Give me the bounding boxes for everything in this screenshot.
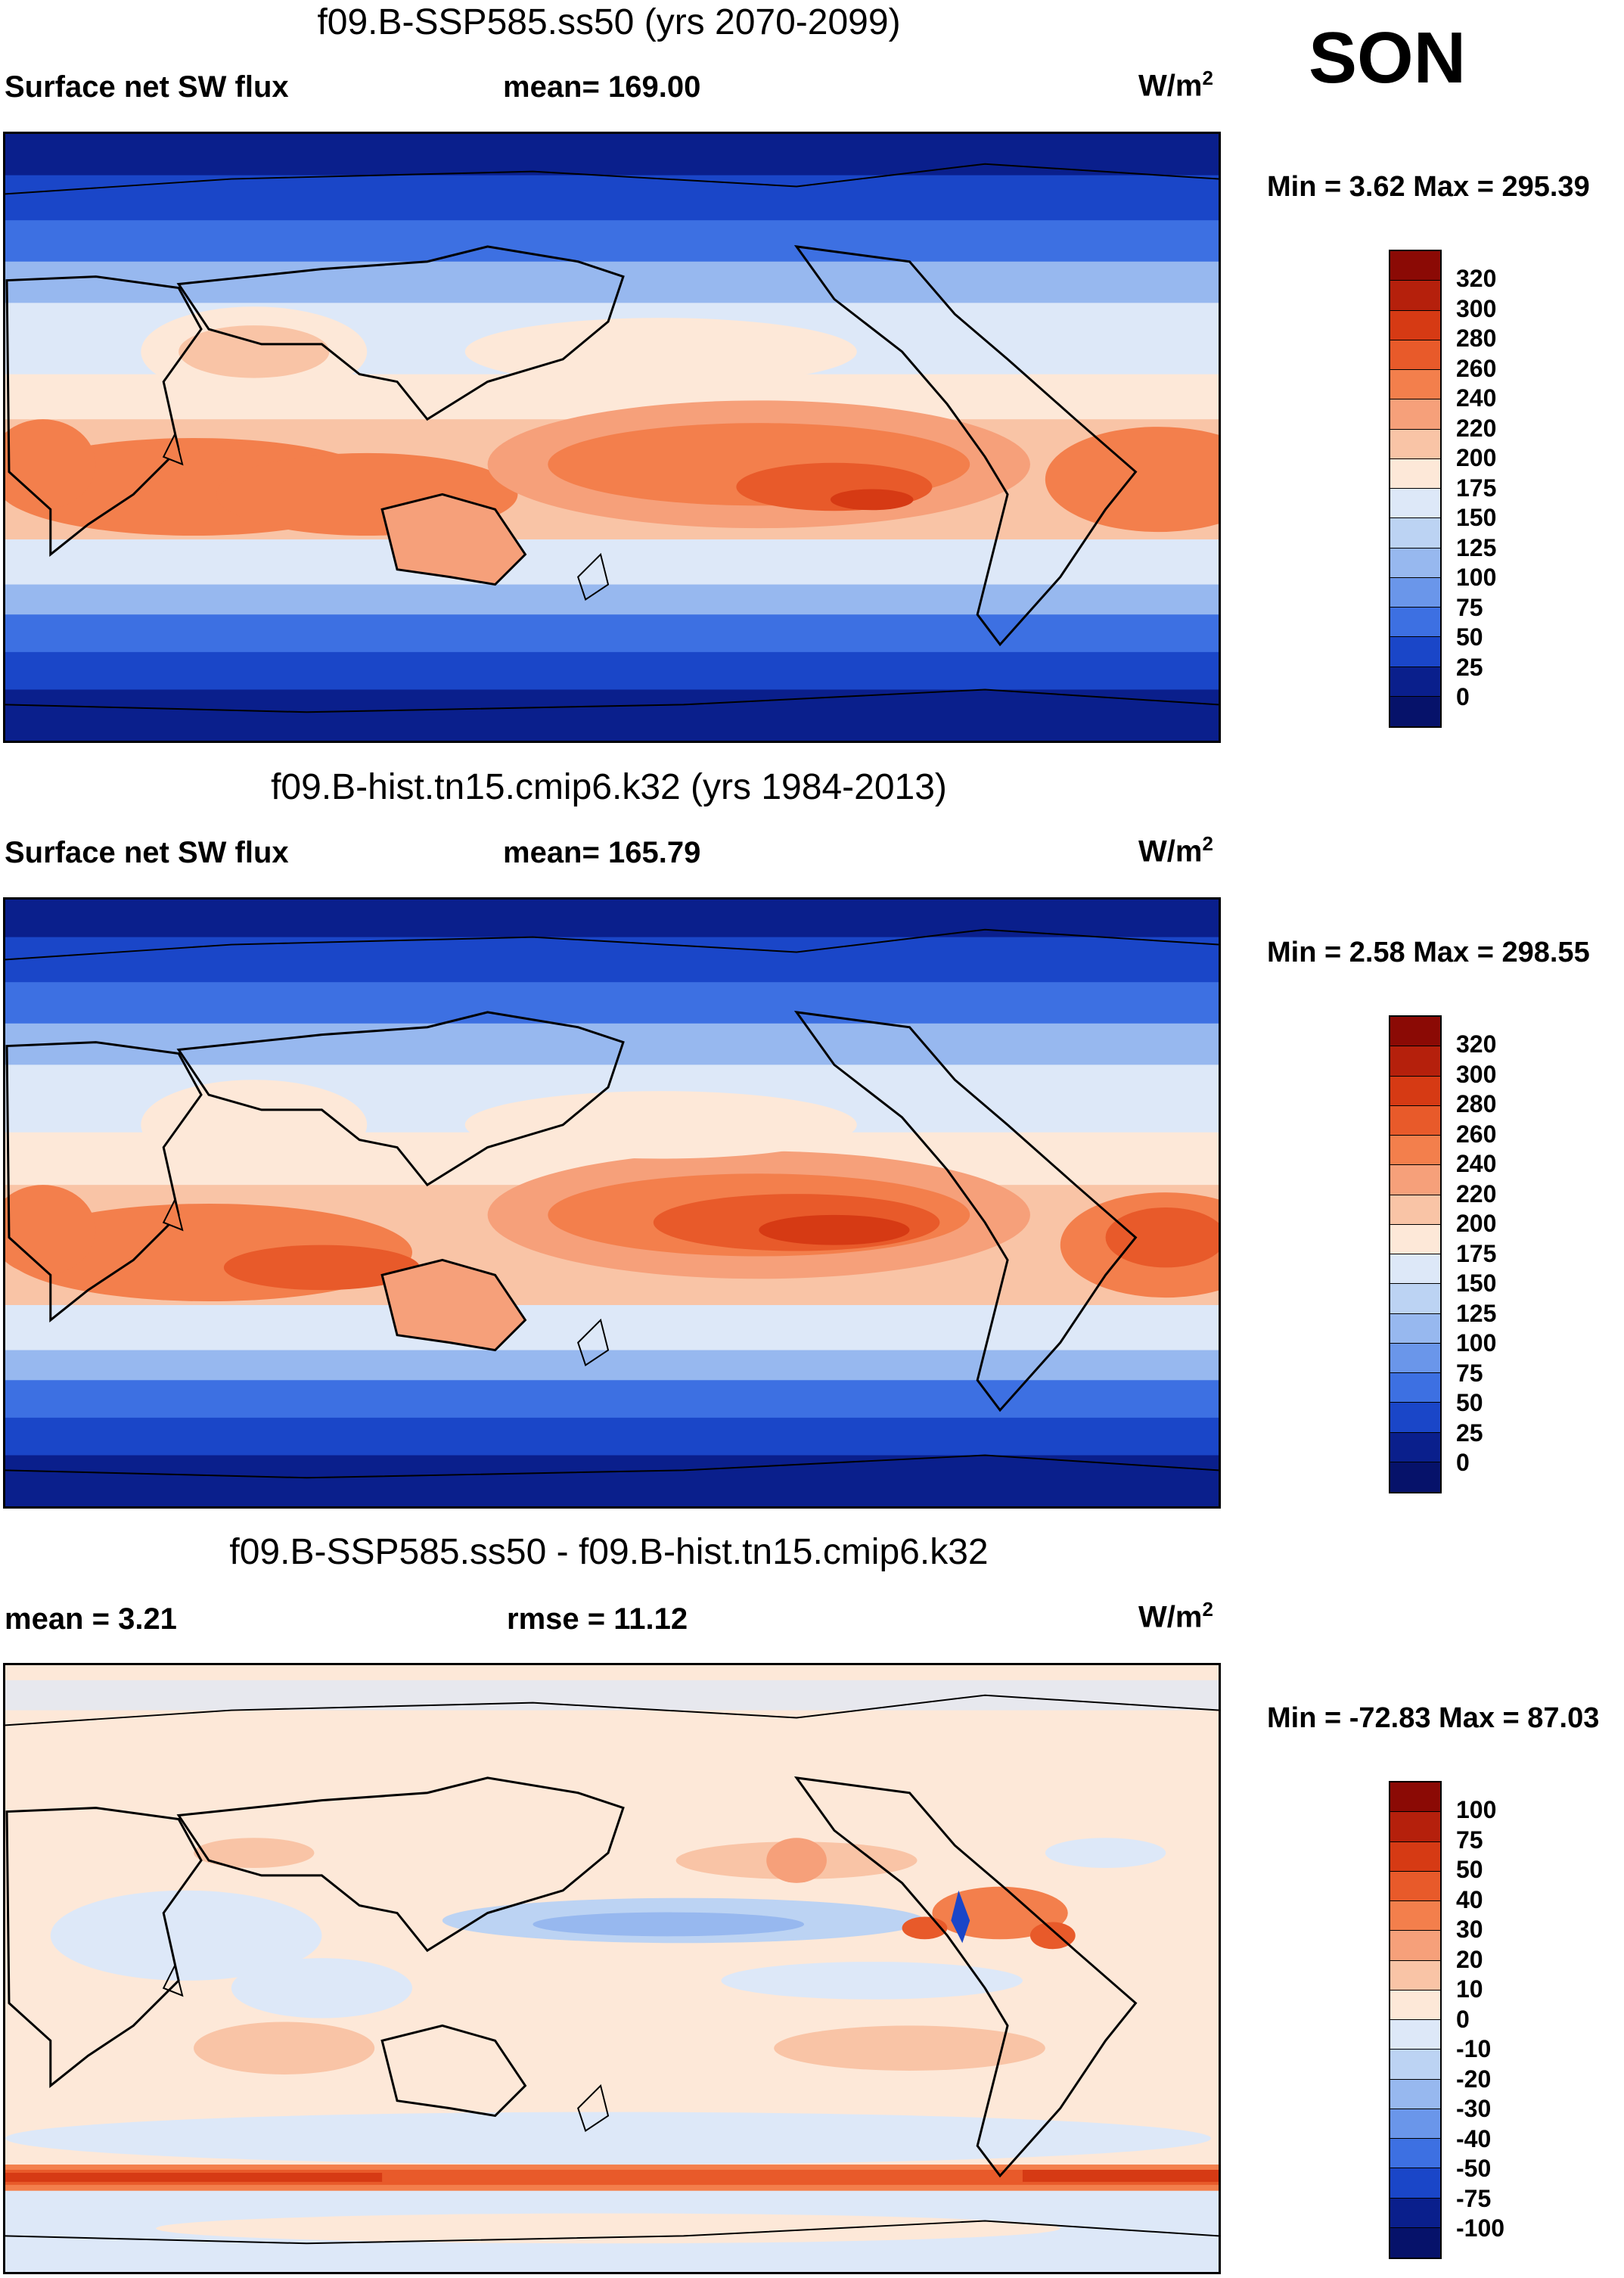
colorbar-tick: 75 — [1456, 1359, 1483, 1387]
panel1-title: f09.B-SSP585.ss50 (yrs 2070-2099) — [317, 2, 901, 42]
colorbar-tick: 150 — [1456, 1270, 1497, 1297]
colorbar-tick: 320 — [1456, 1030, 1497, 1058]
colorbar-tick: -40 — [1456, 2124, 1492, 2152]
colorbar-tick: 240 — [1456, 384, 1497, 412]
colorbar-tick: 175 — [1456, 474, 1497, 502]
panel2-variable-label: Surface net SW flux — [5, 836, 289, 869]
colorbar-tick: 300 — [1456, 1060, 1497, 1088]
colorbar-tick: 0 — [1456, 1449, 1470, 1476]
colorbar-tick: 75 — [1456, 593, 1483, 621]
panel2-units: W/m2 — [1138, 832, 1213, 869]
colorbar-tick: 200 — [1456, 1210, 1497, 1237]
colorbar-tick: 320 — [1456, 265, 1497, 292]
panel3-rmse-label: rmse = 11.12 — [507, 1602, 688, 1636]
colorbar-tick: 30 — [1456, 1916, 1483, 1943]
panel3-mean-label: mean = 3.21 — [5, 1602, 177, 1636]
colorbar-tick: 50 — [1456, 1389, 1483, 1416]
colorbar-tick: 260 — [1456, 1120, 1497, 1148]
colorbar-tick: 0 — [1456, 2005, 1470, 2033]
colorbar-tick: 100 — [1456, 1796, 1497, 1823]
panel2-minmax: Min = 2.58 Max = 298.55 — [1267, 937, 1590, 968]
panel1-units: W/m2 — [1138, 67, 1213, 103]
colorbar-tick: 220 — [1456, 1179, 1497, 1207]
colorbar-tick: 100 — [1456, 1329, 1497, 1357]
panel2-mean-label: mean= 165.79 — [503, 836, 701, 869]
colorbar-tick: 300 — [1456, 294, 1497, 322]
colorbar-tick: 125 — [1456, 1299, 1497, 1327]
colorbar-tick: 40 — [1456, 1885, 1483, 1913]
colorbar-tick: 150 — [1456, 504, 1497, 531]
panel1-map[interactable] — [3, 132, 1221, 743]
colorbar-tick: 100 — [1456, 564, 1497, 591]
panel2-title: f09.B-hist.tn15.cmip6.k32 (yrs 1984-2013… — [271, 767, 947, 807]
colorbar-tick: 220 — [1456, 414, 1497, 442]
panel1-mean-label: mean= 169.00 — [503, 70, 701, 104]
colorbar-tick: 25 — [1456, 1419, 1483, 1447]
colorbar-tick: -10 — [1456, 2035, 1492, 2062]
colorbar-tick: 20 — [1456, 1945, 1483, 1973]
panel1-minmax: Min = 3.62 Max = 295.39 — [1267, 171, 1590, 203]
panel1-colorbar — [1389, 250, 1442, 728]
panel3-units: W/m2 — [1138, 1598, 1213, 1634]
colorbar-tick: 200 — [1456, 444, 1497, 471]
panel3-colorbar — [1389, 1781, 1442, 2259]
colorbar-tick: 25 — [1456, 653, 1483, 681]
colorbar-tick: -100 — [1456, 2214, 1505, 2242]
colorbar-tick: 240 — [1456, 1150, 1497, 1177]
colorbar-tick: 280 — [1456, 1090, 1497, 1117]
colorbar-tick: -20 — [1456, 2065, 1492, 2093]
colorbar-tick: 175 — [1456, 1239, 1497, 1267]
panel2-colorbar — [1389, 1015, 1442, 1493]
colorbar-tick: 10 — [1456, 1975, 1483, 2003]
colorbar-tick: -30 — [1456, 2095, 1492, 2122]
panel3-title: f09.B-SSP585.ss50 - f09.B-hist.tn15.cmip… — [229, 1532, 989, 1572]
panel1-variable-label: Surface net SW flux — [5, 70, 289, 104]
colorbar-tick: 280 — [1456, 325, 1497, 352]
colorbar-tick: 50 — [1456, 1856, 1483, 1883]
colorbar-tick: 260 — [1456, 354, 1497, 382]
panel3-minmax: Min = -72.83 Max = 87.03 — [1267, 1702, 1600, 1734]
panel3-map[interactable] — [3, 1663, 1221, 2274]
colorbar-tick: -75 — [1456, 2184, 1492, 2212]
colorbar-tick: 125 — [1456, 533, 1497, 561]
season-label: SON — [1309, 17, 1467, 98]
colorbar-tick: 75 — [1456, 1826, 1483, 1854]
panel2-map[interactable] — [3, 897, 1221, 1509]
colorbar-tick: 50 — [1456, 623, 1483, 651]
colorbar-tick: -50 — [1456, 2155, 1492, 2182]
colorbar-tick: 0 — [1456, 683, 1470, 710]
